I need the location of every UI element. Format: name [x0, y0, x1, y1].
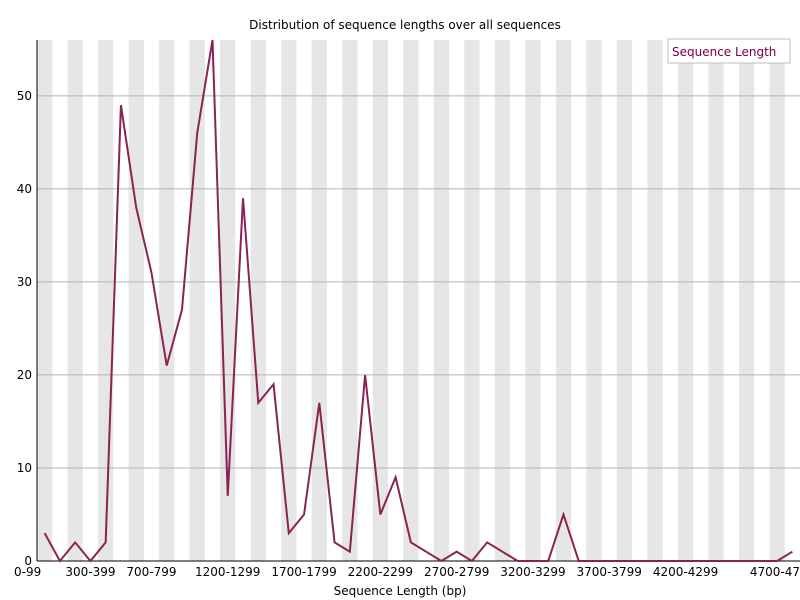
- x-tick-labels: 0-99 300-399 700-799 1200-1299 1700-1799 2200…: [14, 565, 800, 579]
- y-tick-labels: 0 10 20 30 40 50: [17, 89, 32, 568]
- y-tick-label-20: 20: [17, 368, 32, 382]
- background-band-3400-3499: [555, 40, 572, 561]
- background-bands: [37, 40, 785, 561]
- x-axis-label: Sequence Length (bp): [334, 584, 467, 598]
- background-band-2800-2899: [464, 40, 480, 561]
- series-line-sequence-length: [43, 39, 793, 563]
- x-tick-label-4200-4299: 4200-4299: [653, 565, 718, 579]
- x-tick-label-4700-47: 4700-47: [750, 565, 800, 579]
- legend: Sequence Length: [667, 38, 791, 64]
- legend-entry-sequence-length: Sequence Length: [672, 45, 776, 59]
- x-tick-label-3700-3799: 3700-3799: [577, 565, 642, 579]
- x-tick-label-700-799: 700-799: [126, 565, 176, 579]
- y-tick-label-10: 10: [17, 461, 32, 475]
- background-band-3000-3099: [494, 40, 511, 561]
- background-band-0-99: [37, 40, 53, 561]
- background-band-2200-2299: [372, 40, 388, 561]
- x-tick-label-1200-1299: 1200-1299: [195, 565, 260, 579]
- background-band-2400-2499: [403, 40, 419, 561]
- background-band-3600-3699: [586, 40, 602, 561]
- x-tick-label-3200-3299: 3200-3299: [500, 565, 565, 579]
- background-band-4600-4699: [738, 40, 755, 561]
- chart-title: Distribution of sequence lengths over al…: [249, 18, 561, 32]
- x-tick-label-300-399: 300-399: [65, 565, 115, 579]
- background-band-600-699: [128, 40, 144, 561]
- background-band-400-499: [98, 40, 114, 561]
- background-band-4200-4299: [677, 40, 694, 561]
- background-band-1400-1499: [250, 40, 266, 561]
- legend-box: [667, 38, 791, 64]
- background-band-1800-1899: [311, 40, 327, 561]
- x-tick-label-1700-1799: 1700-1799: [271, 565, 336, 579]
- x-tick-label-2700-2799: 2700-2799: [424, 565, 489, 579]
- background-band-1000-1099: [189, 40, 205, 561]
- y-tick-label-40: 40: [17, 182, 32, 196]
- x-tick-label-2200-2299: 2200-2299: [348, 565, 413, 579]
- y-tick-label-0: 0: [24, 554, 32, 568]
- y-tick-label-30: 30: [17, 275, 32, 289]
- background-band-4000-4099: [647, 40, 663, 561]
- background-band-200-299: [67, 40, 83, 561]
- background-band-3200-3299: [525, 40, 541, 561]
- horizontal-gridlines: [37, 95, 800, 469]
- y-tick-label-50: 50: [17, 89, 32, 103]
- background-band-2600-2699: [433, 40, 450, 561]
- background-band-2000-2099: [342, 40, 358, 561]
- background-band-1600-1699: [281, 40, 297, 561]
- background-band-4800-4899: [769, 40, 785, 561]
- background-band-800-899: [159, 40, 175, 561]
- x-tick-label-0-99: 0-99: [14, 565, 41, 579]
- series-lines: [43, 39, 793, 563]
- background-band-3800-3899: [616, 40, 633, 561]
- background-band-4400-4499: [708, 40, 724, 561]
